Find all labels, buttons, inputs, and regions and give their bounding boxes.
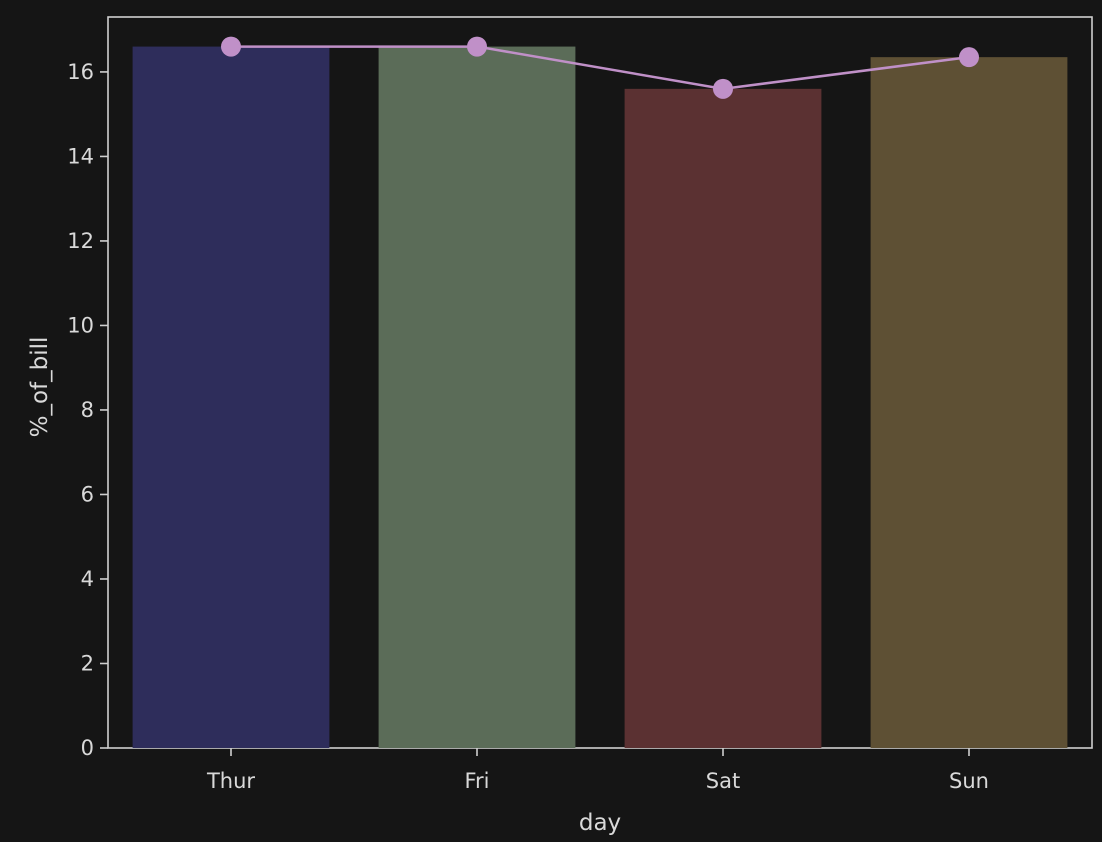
y-tick-label: 10 [67,313,94,337]
line-series [221,36,979,99]
series-line [231,45,970,91]
plot-frame [107,16,1093,749]
x-tick-label: Fri [464,769,489,793]
x-tick-label: Thur [206,769,255,793]
bar-thur [132,46,330,749]
x-tick-label: Sun [949,769,989,793]
x-tick-label: Sat [706,769,740,793]
y-tick-label: 16 [67,60,94,84]
x-axis-label: day [579,810,621,836]
bars [132,46,1068,749]
point-sat [713,78,733,99]
y-tick-label: 6 [81,482,94,506]
point-sun [959,47,979,68]
bar-fri [378,46,576,749]
point-fri [467,36,487,57]
point-thur [221,36,241,57]
y-tick-label: 14 [67,144,94,168]
y-tick-label: 8 [81,398,94,422]
x-axis: Thur Fri Sat Sun [206,748,989,793]
bar-sun [870,57,1068,749]
y-tick-label: 4 [81,567,94,591]
y-tick-label: 0 [81,736,94,760]
y-tick-label: 2 [81,651,94,675]
y-axis: 0 2 4 6 8 10 12 14 16 [67,60,108,760]
y-tick-label: 12 [67,229,94,253]
y-axis-label: %_of_bill [27,337,53,438]
bar-sat [624,88,822,748]
